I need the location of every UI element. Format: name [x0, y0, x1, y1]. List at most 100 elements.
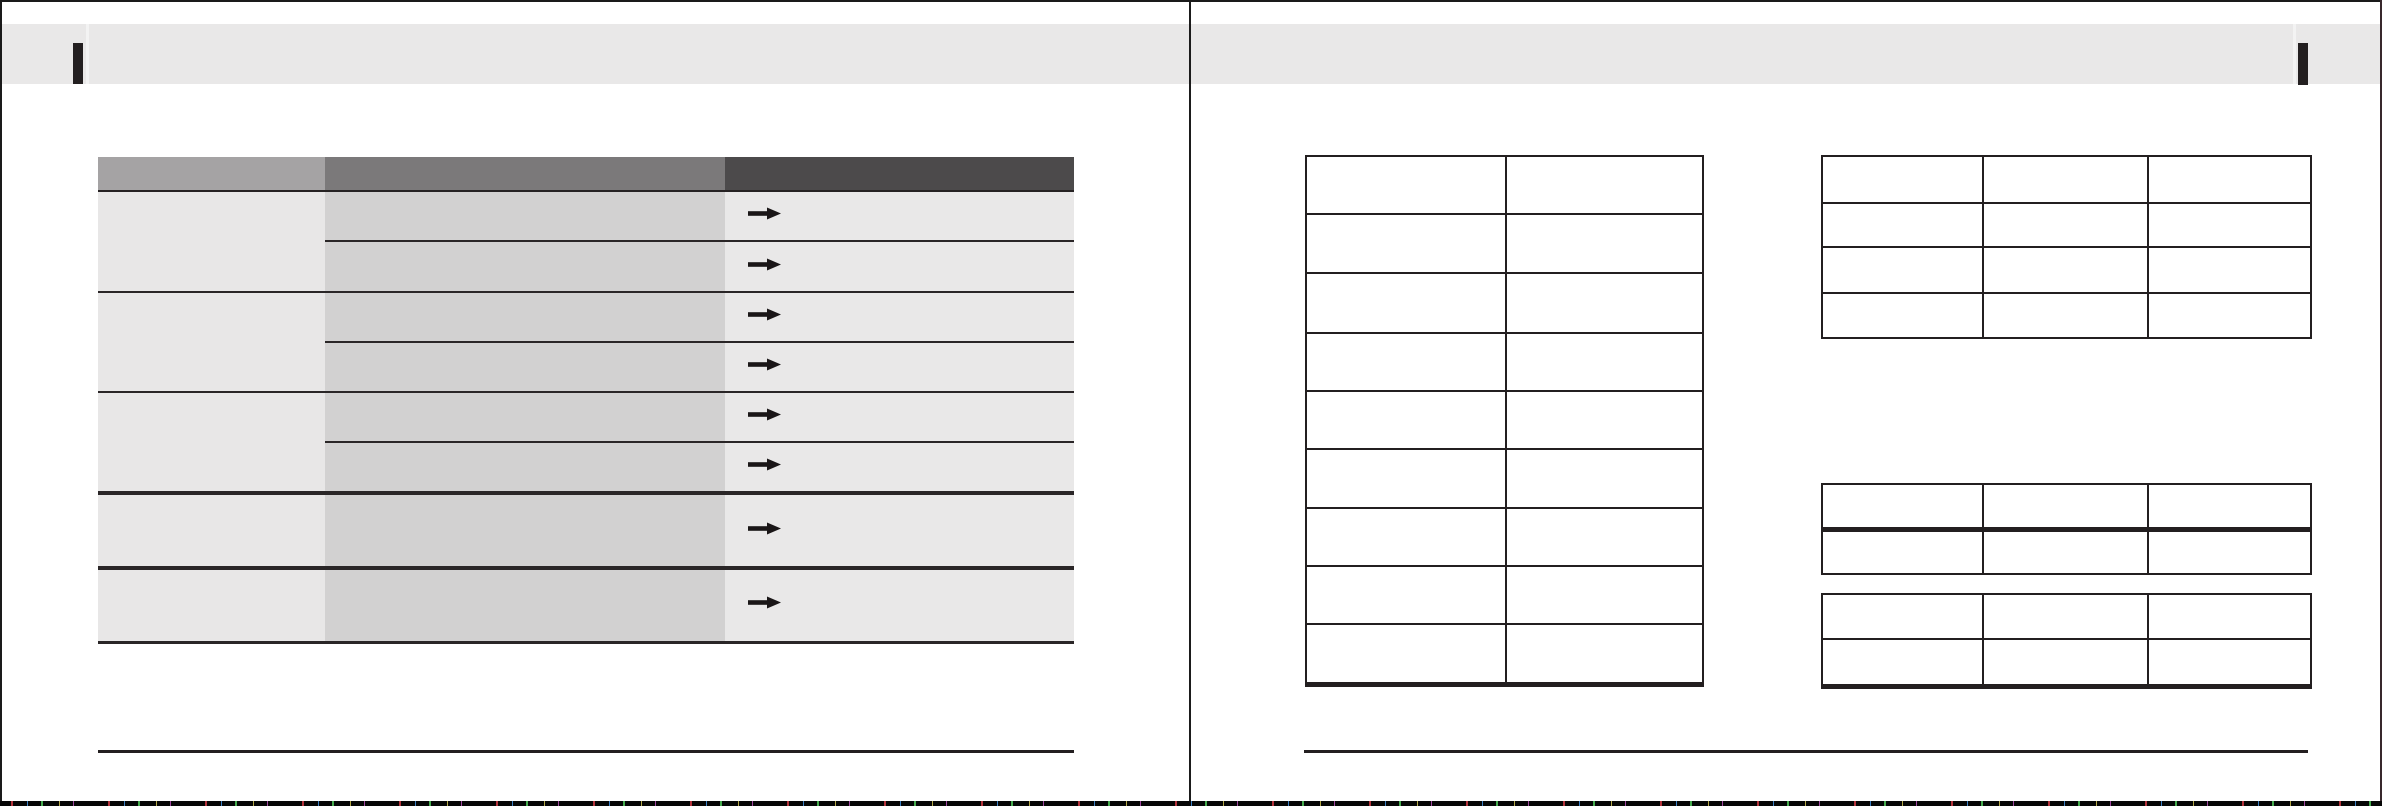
comparison-cell-col1: [98, 292, 325, 393]
right-arrow-icon: [748, 207, 781, 220]
empty-cell: [1982, 155, 2149, 204]
spec-table-top-right-row: [1821, 246, 2312, 294]
comparison-cell-col3: [725, 342, 1074, 393]
comparison-header-cell-3: [725, 157, 1074, 192]
right-arrow-icon: [748, 458, 781, 471]
bottom-scan-noise-strip: [0, 801, 2382, 806]
empty-cell: [2147, 638, 2312, 689]
comparison-row: [98, 292, 1074, 393]
band-seam-left: [86, 24, 89, 84]
comparison-cell-col2: [325, 568, 725, 644]
empty-cell: [1821, 246, 1984, 294]
empty-cell: [1305, 390, 1507, 450]
spec-table-top-right: [1821, 155, 2312, 339]
comparison-cell-col1: [98, 191, 325, 293]
empty-cell: [1982, 638, 2149, 689]
comparison-table: [98, 157, 1074, 644]
empty-cell: [2147, 246, 2312, 294]
empty-cell: [1982, 483, 2149, 532]
right-arrow-icon: [748, 358, 781, 371]
empty-cell: [1982, 593, 2149, 640]
empty-cell: [1982, 528, 2149, 575]
spec-table-tall-row: [1305, 213, 1704, 274]
empty-cell: [1821, 155, 1984, 204]
right-arrow-icon: [748, 408, 781, 421]
empty-cell: [1505, 565, 1704, 625]
empty-cell: [2147, 593, 2312, 640]
empty-cell: [1305, 448, 1507, 509]
comparison-cell-col3: [725, 191, 1074, 242]
comparison-cell-col3: [725, 392, 1074, 443]
empty-cell: [1305, 332, 1507, 392]
right-arrow-icon: [748, 308, 781, 321]
spec-table-bottom-right-row: [1821, 593, 2312, 640]
spec-table-tall-row: [1305, 565, 1704, 625]
empty-cell: [1305, 507, 1507, 567]
empty-cell: [1305, 213, 1507, 274]
empty-cell: [1821, 292, 1984, 339]
empty-cell: [1821, 593, 1984, 640]
comparison-cell-col3: [725, 442, 1074, 495]
spec-table-bottom-right: [1821, 593, 2312, 689]
spec-table-tall-row: [1305, 448, 1704, 509]
empty-cell: [1821, 638, 1984, 689]
comparison-cell-col3: [725, 493, 1074, 570]
right-page-footer-rule: [1304, 750, 2308, 753]
right-border: [2380, 0, 2382, 806]
empty-cell: [1505, 390, 1704, 450]
empty-cell: [1305, 623, 1507, 687]
comparison-row: [98, 241, 1074, 293]
empty-cell: [1305, 155, 1507, 215]
band-seam-right: [2293, 24, 2296, 84]
comparison-row: [98, 392, 1074, 495]
spec-table-top-right-row: [1821, 202, 2312, 248]
empty-cell: [1982, 202, 2149, 248]
empty-cell: [1821, 202, 1984, 248]
empty-cell: [1505, 213, 1704, 274]
spec-table-tall-row: [1305, 155, 1704, 215]
empty-cell: [1982, 246, 2149, 294]
comparison-row: [98, 568, 1074, 644]
right-arrow-icon: [748, 596, 781, 609]
comparison-row: [98, 191, 1074, 293]
comparison-cell-col3: [725, 241, 1074, 293]
spec-table-tall: [1305, 155, 1704, 687]
empty-cell: [2147, 483, 2312, 532]
comparison-cell-col1: [98, 493, 325, 570]
empty-cell: [2147, 292, 2312, 339]
right-arrow-icon: [748, 258, 781, 271]
empty-cell: [1505, 507, 1704, 567]
comparison-header-cell-2: [325, 157, 725, 192]
comparison-cell-col2: [325, 292, 725, 343]
chapter-marker-bar-right: [2298, 43, 2308, 85]
comparison-row: [98, 342, 1074, 393]
spec-table-tall-row: [1305, 507, 1704, 567]
chapter-marker-bar-left: [73, 43, 83, 84]
comparison-cell-col3: [725, 568, 1074, 644]
right-arrow-icon: [748, 522, 781, 535]
empty-cell: [1982, 292, 2149, 339]
comparison-cell-col3: [725, 292, 1074, 343]
spec-table-mid-right: [1821, 483, 2312, 575]
empty-cell: [1821, 528, 1984, 575]
empty-cell: [2147, 155, 2312, 204]
left-page-footer-rule: [98, 750, 1074, 753]
empty-cell: [1505, 448, 1704, 509]
comparison-row: [98, 493, 1074, 570]
empty-cell: [1505, 623, 1704, 687]
empty-cell: [2147, 528, 2312, 575]
spec-table-tall-row: [1305, 390, 1704, 450]
comparison-cell-col2: [325, 241, 725, 293]
comparison-cell-col1: [98, 568, 325, 644]
page-header-band: [0, 24, 2382, 84]
empty-cell: [1305, 272, 1507, 334]
left-border: [0, 0, 2, 806]
comparison-cell-col2: [325, 442, 725, 495]
spec-table-tall-row: [1305, 332, 1704, 392]
spec-table-top-right-row: [1821, 292, 2312, 339]
top-border: [0, 0, 2382, 2]
empty-cell: [1305, 565, 1507, 625]
